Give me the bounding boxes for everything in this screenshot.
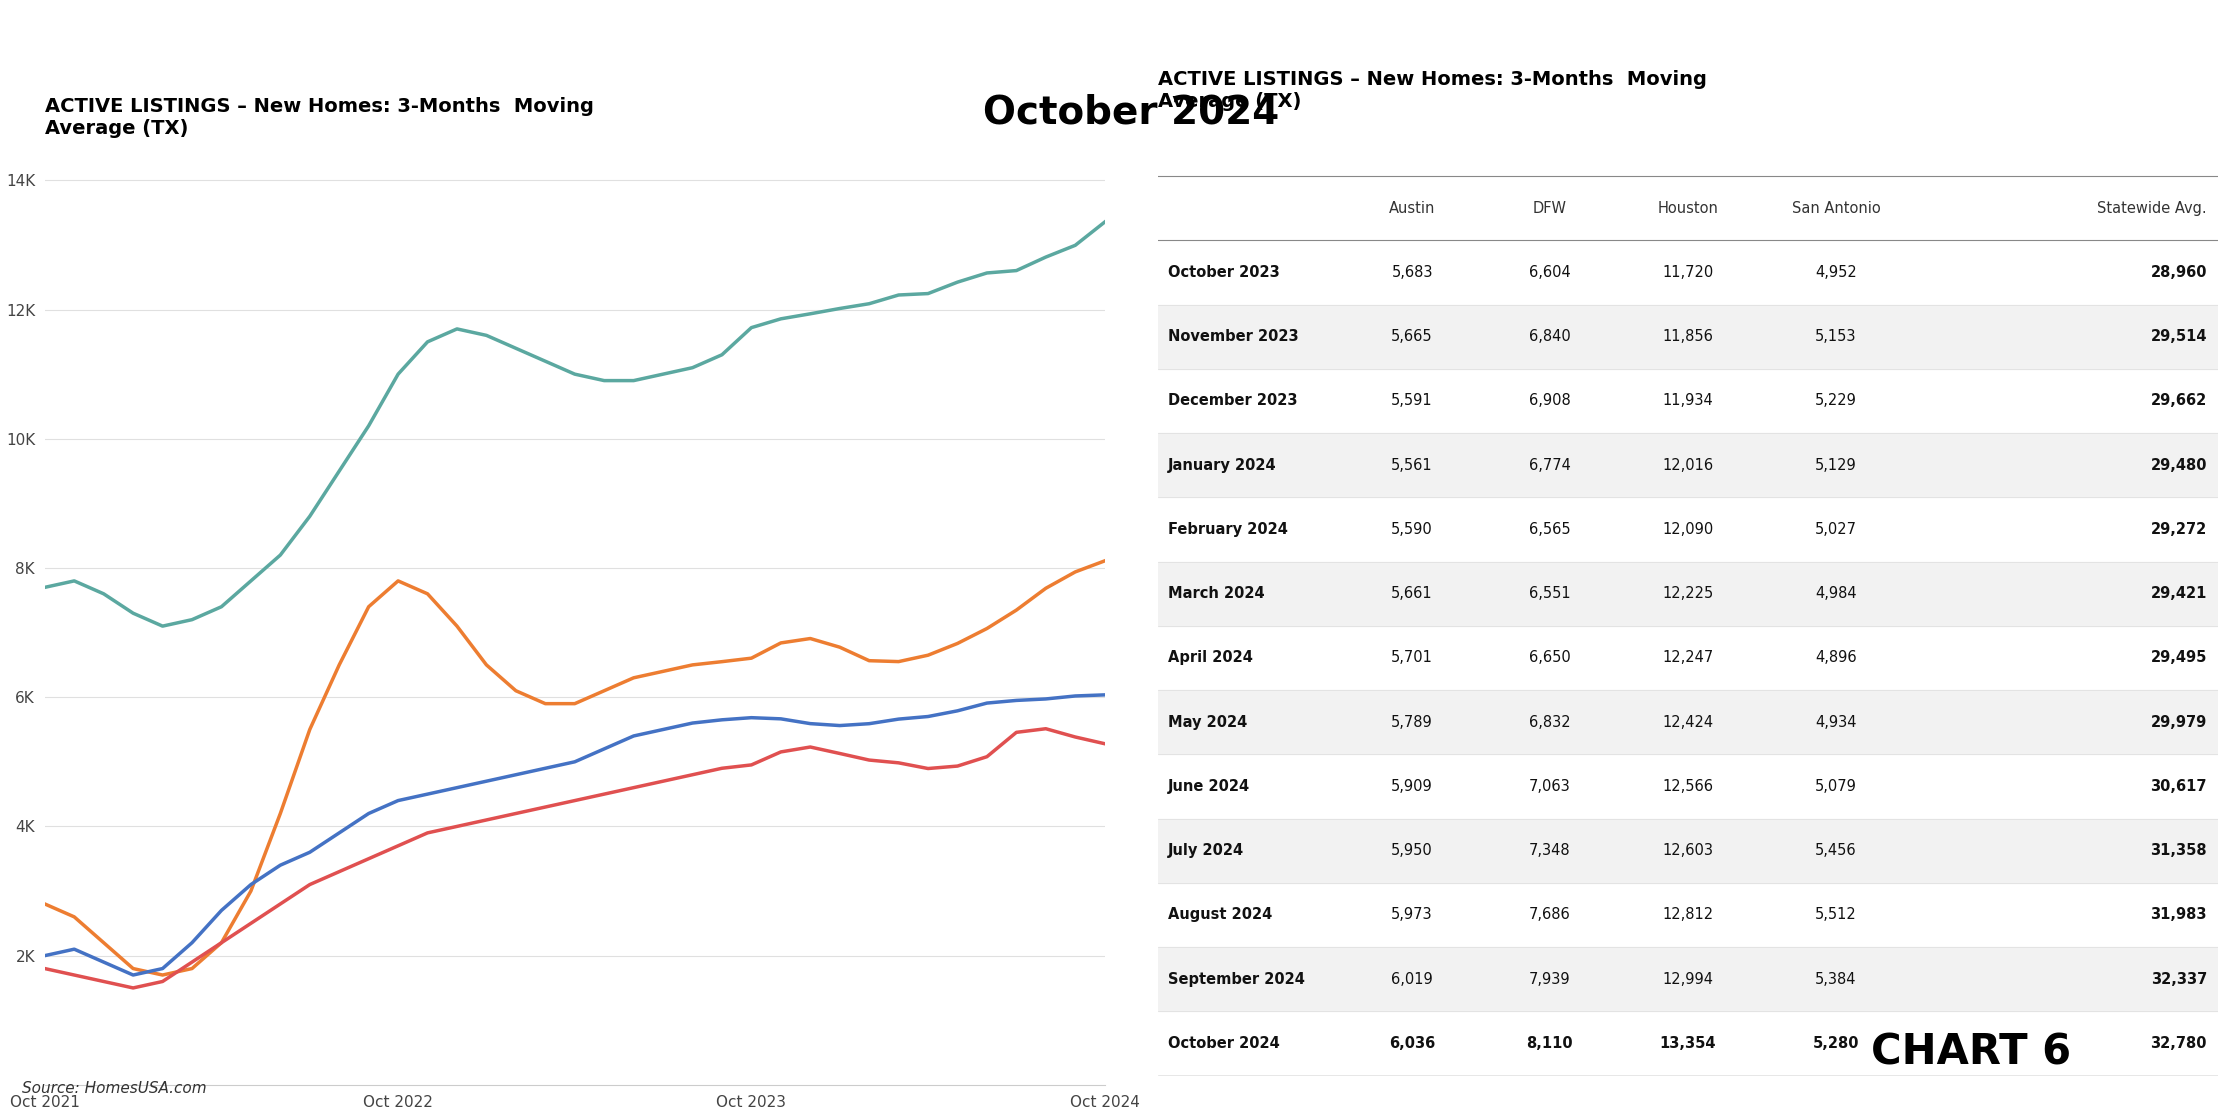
Text: CHART 6: CHART 6 xyxy=(1870,1032,2072,1074)
Text: September 2024: September 2024 xyxy=(1169,972,1306,986)
Text: 6,840: 6,840 xyxy=(1530,329,1570,344)
Text: 5,561: 5,561 xyxy=(1391,457,1434,473)
Text: 29,272: 29,272 xyxy=(2150,521,2206,537)
Text: 13,354: 13,354 xyxy=(1660,1036,1716,1051)
Text: 12,566: 12,566 xyxy=(1662,779,1714,794)
Text: Austin: Austin xyxy=(1389,200,1436,216)
Text: 5,079: 5,079 xyxy=(1814,779,1857,794)
Text: 29,514: 29,514 xyxy=(2150,329,2206,344)
Text: 6,551: 6,551 xyxy=(1530,587,1570,601)
Text: January 2024: January 2024 xyxy=(1169,457,1277,473)
Text: December 2023: December 2023 xyxy=(1169,393,1297,408)
Text: 5,280: 5,280 xyxy=(1812,1036,1859,1051)
Text: October 2024: October 2024 xyxy=(1169,1036,1279,1051)
Text: Statewide Avg.: Statewide Avg. xyxy=(2097,200,2206,216)
Text: 29,421: 29,421 xyxy=(2150,587,2206,601)
Text: 11,720: 11,720 xyxy=(1662,265,1714,280)
Text: 6,832: 6,832 xyxy=(1530,715,1570,730)
Text: 12,090: 12,090 xyxy=(1662,521,1714,537)
Text: ACTIVE LISTINGS – New Homes: 3-Months  Moving
Average (TX): ACTIVE LISTINGS – New Homes: 3-Months Mo… xyxy=(1158,70,1707,111)
Text: March 2024: March 2024 xyxy=(1169,587,1266,601)
Text: 4,984: 4,984 xyxy=(1814,587,1857,601)
Text: 5,909: 5,909 xyxy=(1391,779,1434,794)
Text: 6,565: 6,565 xyxy=(1530,521,1570,537)
Text: 6,774: 6,774 xyxy=(1530,457,1570,473)
Text: February 2024: February 2024 xyxy=(1169,521,1288,537)
Text: 7,348: 7,348 xyxy=(1530,844,1570,858)
Text: 8,110: 8,110 xyxy=(1525,1036,1572,1051)
Text: October 2024: October 2024 xyxy=(983,94,1279,132)
Text: 12,225: 12,225 xyxy=(1662,587,1714,601)
Text: 30,617: 30,617 xyxy=(2150,779,2206,794)
Text: 7,939: 7,939 xyxy=(1530,972,1570,986)
Text: 31,358: 31,358 xyxy=(2150,844,2206,858)
Text: 6,908: 6,908 xyxy=(1530,393,1570,408)
Bar xyxy=(1158,946,2218,1012)
Text: 12,603: 12,603 xyxy=(1662,844,1714,858)
Text: 11,934: 11,934 xyxy=(1662,393,1714,408)
Bar xyxy=(1158,433,2218,497)
Text: 5,661: 5,661 xyxy=(1391,587,1434,601)
Text: November 2023: November 2023 xyxy=(1169,329,1299,344)
Text: 12,424: 12,424 xyxy=(1662,715,1714,730)
Bar xyxy=(1158,304,2218,369)
Text: 5,456: 5,456 xyxy=(1814,844,1857,858)
Text: 5,590: 5,590 xyxy=(1391,521,1434,537)
Text: 32,780: 32,780 xyxy=(2150,1036,2206,1051)
Text: Source: HomesUSA.com: Source: HomesUSA.com xyxy=(22,1080,206,1096)
Text: 5,591: 5,591 xyxy=(1391,393,1434,408)
Text: ACTIVE LISTINGS – New Homes: 3-Months  Moving
Average (TX): ACTIVE LISTINGS – New Homes: 3-Months Mo… xyxy=(45,97,594,138)
Text: 6,650: 6,650 xyxy=(1530,651,1570,665)
Text: 31,983: 31,983 xyxy=(2150,908,2206,922)
Text: April 2024: April 2024 xyxy=(1169,651,1252,665)
Text: October 2023: October 2023 xyxy=(1169,265,1279,280)
Bar xyxy=(1158,561,2218,625)
Text: 5,512: 5,512 xyxy=(1814,908,1857,922)
Text: 5,950: 5,950 xyxy=(1391,844,1434,858)
Text: San Antonio: San Antonio xyxy=(1792,200,1879,216)
Text: 11,856: 11,856 xyxy=(1662,329,1714,344)
Text: 5,229: 5,229 xyxy=(1814,393,1857,408)
Text: 29,495: 29,495 xyxy=(2150,651,2206,665)
Text: 12,994: 12,994 xyxy=(1662,972,1714,986)
Text: Houston: Houston xyxy=(1658,200,1718,216)
Text: 29,662: 29,662 xyxy=(2150,393,2206,408)
Text: 6,604: 6,604 xyxy=(1530,265,1570,280)
Text: 12,247: 12,247 xyxy=(1662,651,1714,665)
Text: 6,019: 6,019 xyxy=(1391,972,1434,986)
Text: June 2024: June 2024 xyxy=(1169,779,1250,794)
Text: 6,036: 6,036 xyxy=(1389,1036,1436,1051)
Text: 5,701: 5,701 xyxy=(1391,651,1434,665)
Text: July 2024: July 2024 xyxy=(1169,844,1245,858)
Text: 28,960: 28,960 xyxy=(2150,265,2206,280)
Text: 4,952: 4,952 xyxy=(1814,265,1857,280)
Text: 5,384: 5,384 xyxy=(1814,972,1857,986)
Bar xyxy=(1158,690,2218,754)
Text: 4,934: 4,934 xyxy=(1814,715,1857,730)
Text: DFW: DFW xyxy=(1532,200,1566,216)
Text: 29,480: 29,480 xyxy=(2150,457,2206,473)
Bar xyxy=(1158,818,2218,882)
Text: May 2024: May 2024 xyxy=(1169,715,1248,730)
Text: 12,016: 12,016 xyxy=(1662,457,1714,473)
Text: August 2024: August 2024 xyxy=(1169,908,1272,922)
Text: 7,063: 7,063 xyxy=(1530,779,1570,794)
Text: 5,665: 5,665 xyxy=(1391,329,1434,344)
Text: 7,686: 7,686 xyxy=(1530,908,1570,922)
Text: 5,973: 5,973 xyxy=(1391,908,1434,922)
Text: 4,896: 4,896 xyxy=(1814,651,1857,665)
Text: 5,027: 5,027 xyxy=(1814,521,1857,537)
Text: 32,337: 32,337 xyxy=(2150,972,2206,986)
Text: 12,812: 12,812 xyxy=(1662,908,1714,922)
Text: 29,979: 29,979 xyxy=(2150,715,2206,730)
Text: 5,153: 5,153 xyxy=(1814,329,1857,344)
Text: 5,129: 5,129 xyxy=(1814,457,1857,473)
Text: 5,683: 5,683 xyxy=(1391,265,1434,280)
Text: 5,789: 5,789 xyxy=(1391,715,1434,730)
